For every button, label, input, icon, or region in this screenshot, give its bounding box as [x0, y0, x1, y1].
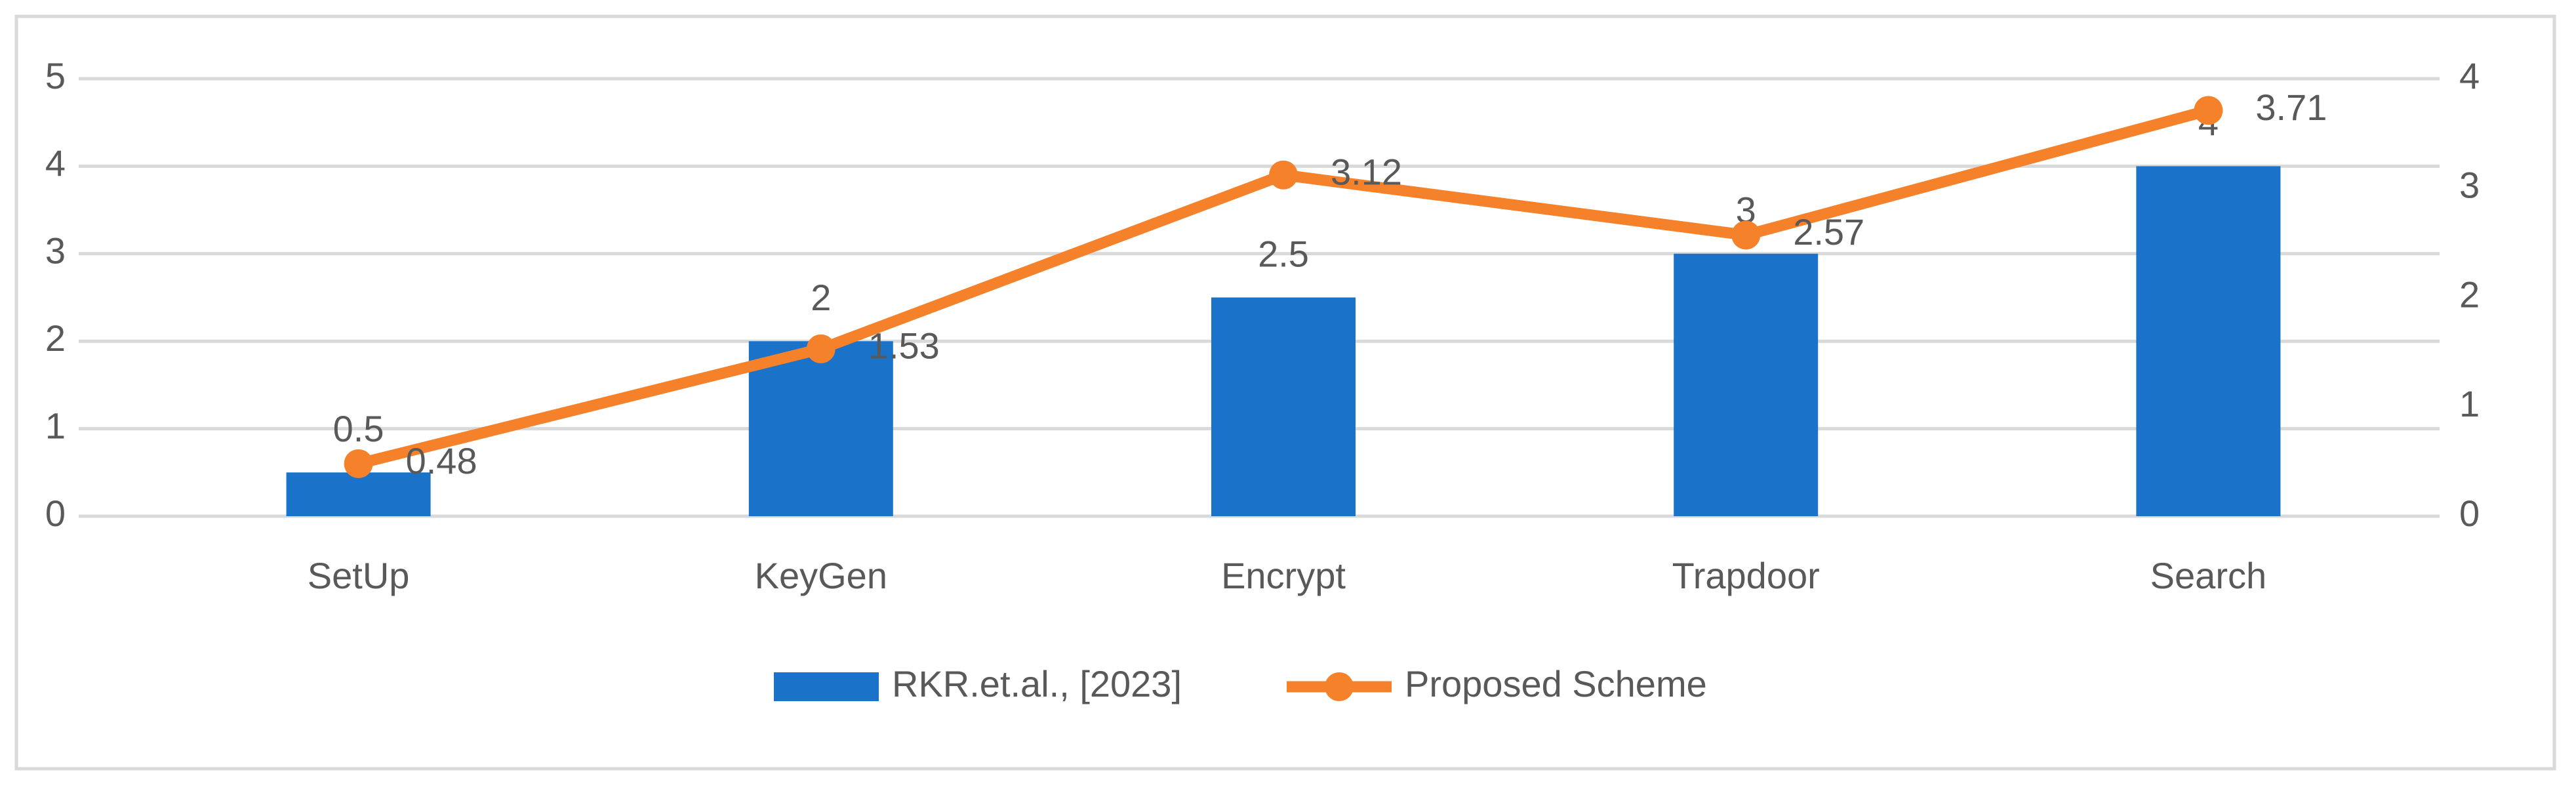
- bar-value-label: 2: [811, 277, 831, 318]
- line-marker: [1269, 160, 1298, 190]
- line-marker: [344, 449, 373, 478]
- legend-label: RKR.et.al., [2023]: [892, 663, 1182, 704]
- line-marker: [806, 334, 835, 363]
- legend-swatch: [774, 672, 879, 701]
- line-value-label: 3.71: [2255, 87, 2327, 128]
- bar: [1674, 253, 1819, 516]
- x-tick-label: Trapdoor: [1672, 555, 1820, 596]
- x-tick-label: Search: [2150, 555, 2266, 596]
- y-tick-label: 0: [45, 493, 66, 534]
- x-tick-label: Encrypt: [1221, 555, 1346, 596]
- line-value-label: 2.57: [1793, 211, 1864, 253]
- bar: [2136, 166, 2281, 516]
- line-value-label: 0.48: [406, 440, 477, 481]
- bar-value-label: 0.5: [333, 408, 384, 449]
- y-tick-label: 2: [45, 317, 66, 359]
- y2-tick-label: 2: [2459, 274, 2480, 315]
- bar: [1211, 297, 1356, 516]
- y2-tick-label: 1: [2459, 383, 2480, 424]
- line-marker: [2194, 96, 2223, 125]
- y2-tick-label: 3: [2459, 165, 2480, 206]
- bar: [748, 341, 893, 516]
- line-value-label: 1.53: [868, 325, 940, 367]
- y-tick-label: 3: [45, 230, 66, 272]
- x-tick-label: KeyGen: [755, 555, 887, 596]
- y2-tick-label: 4: [2459, 55, 2480, 96]
- x-tick-label: SetUp: [308, 555, 410, 596]
- y-tick-label: 4: [45, 142, 66, 184]
- line-value-label: 3.12: [1331, 152, 1402, 193]
- y-tick-label: 1: [45, 405, 66, 446]
- legend-label: Proposed Scheme: [1405, 663, 1707, 704]
- legend-marker: [1325, 672, 1354, 701]
- bar: [286, 472, 431, 516]
- y-tick-label: 5: [45, 55, 66, 96]
- line-marker: [1731, 220, 1761, 250]
- y2-tick-label: 0: [2459, 493, 2480, 534]
- bar-value-label: 2.5: [1258, 233, 1309, 274]
